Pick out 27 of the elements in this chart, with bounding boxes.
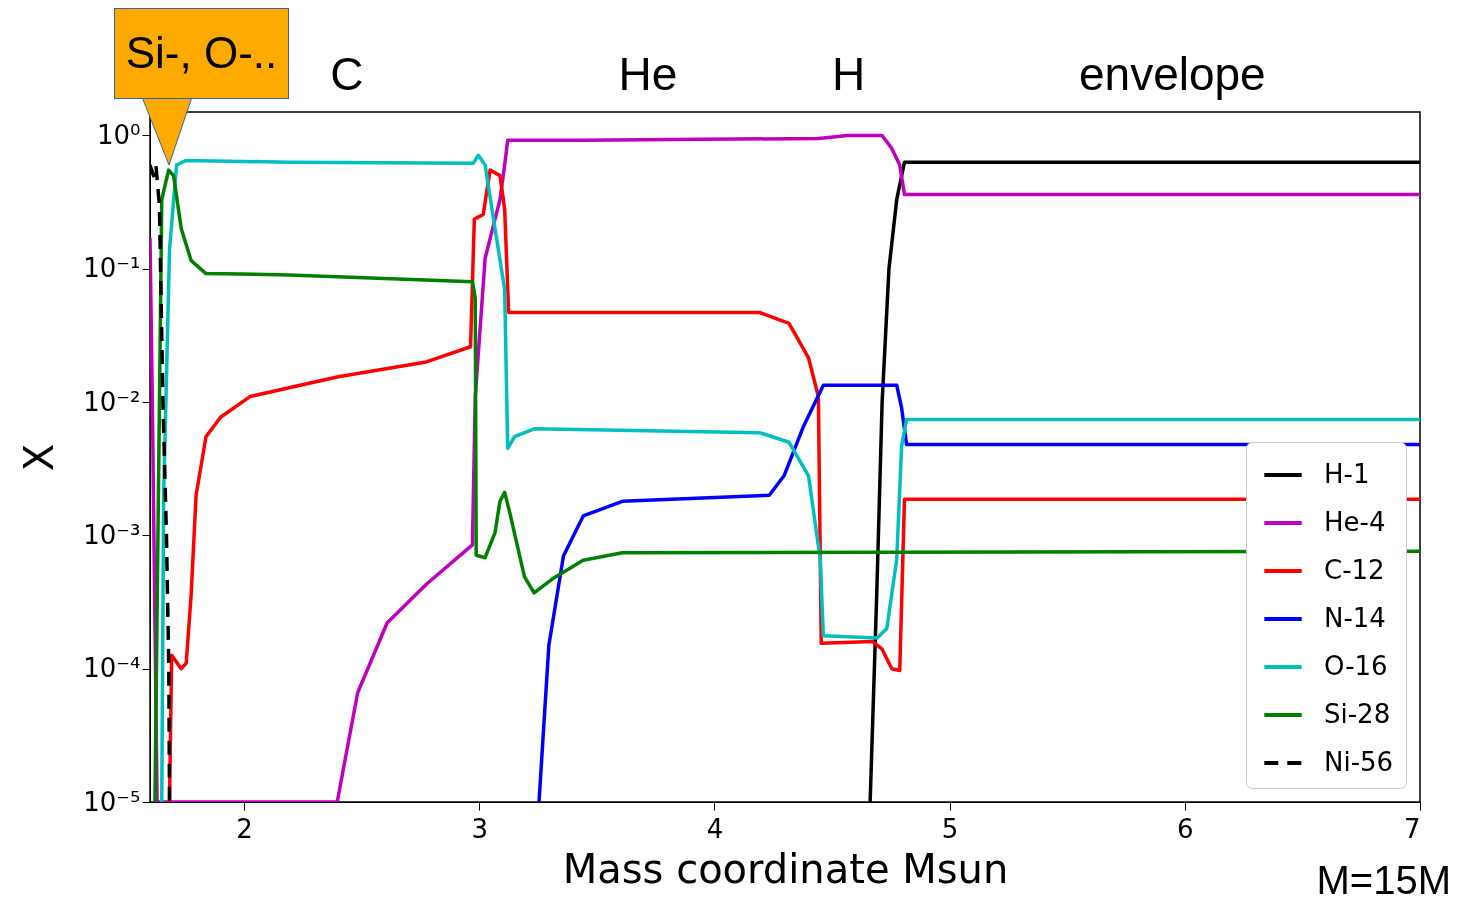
text: envelope (1078, 47, 1266, 101)
legend-label: N-14 (1324, 603, 1386, 633)
x-tick-label: 5 (941, 813, 959, 844)
text: He (618, 47, 678, 101)
x-tick-label: 6 (1177, 813, 1194, 844)
x-tick-label: 4 (706, 813, 724, 844)
y-tick-label: 10⁻⁵ (83, 786, 141, 817)
x-tick-label: 7 (1403, 813, 1421, 844)
legend-label: H-1 (1324, 459, 1370, 489)
x-tick-label: 3 (471, 813, 489, 844)
legend-label: Ni-56 (1324, 747, 1394, 777)
legend-label: Si-28 (1324, 699, 1391, 729)
y-tick-label: 10⁻⁴ (83, 653, 141, 684)
annotation: Si-, O-.. (125, 28, 278, 77)
text: M=15M (1316, 857, 1451, 903)
text: H (831, 47, 866, 101)
legend-label: C-12 (1324, 555, 1385, 585)
y-tick-label: 10⁰ (96, 119, 141, 150)
y-tick-label: 10⁻³ (83, 519, 141, 550)
text: C (330, 47, 364, 101)
legend-label: O-16 (1324, 651, 1388, 681)
legend-label: He-4 (1324, 507, 1386, 537)
x-axis-title: Mass coordinate Msun (562, 845, 1009, 892)
y-axis-title: X (16, 443, 63, 472)
x-tick-label: 2 (236, 813, 253, 844)
y-tick-label: 10⁻¹ (83, 253, 141, 284)
y-tick-label: 10⁻² (83, 386, 141, 417)
